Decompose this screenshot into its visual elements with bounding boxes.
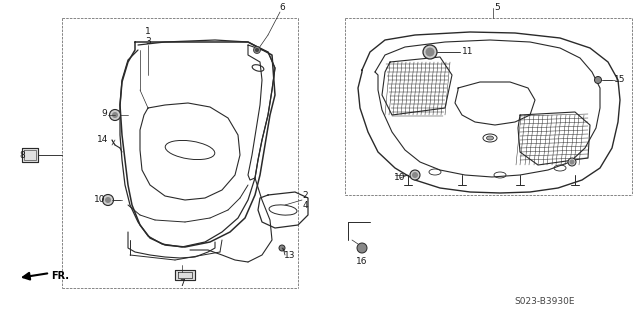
Text: 10: 10 bbox=[394, 174, 406, 182]
Circle shape bbox=[112, 112, 118, 118]
Polygon shape bbox=[22, 148, 38, 162]
Text: 16: 16 bbox=[356, 257, 368, 266]
Circle shape bbox=[595, 77, 602, 84]
Text: 9: 9 bbox=[101, 108, 107, 117]
Text: 8: 8 bbox=[19, 151, 25, 160]
Text: 3: 3 bbox=[145, 38, 151, 47]
Text: 14: 14 bbox=[97, 136, 109, 145]
Text: 15: 15 bbox=[614, 76, 626, 85]
Circle shape bbox=[109, 109, 120, 121]
Circle shape bbox=[412, 172, 418, 178]
Text: 10: 10 bbox=[94, 196, 106, 204]
Circle shape bbox=[253, 47, 260, 54]
Circle shape bbox=[102, 195, 113, 205]
Circle shape bbox=[410, 170, 420, 180]
Circle shape bbox=[568, 158, 576, 166]
Circle shape bbox=[570, 160, 575, 165]
Circle shape bbox=[105, 197, 111, 203]
Circle shape bbox=[279, 245, 285, 251]
Text: 7: 7 bbox=[179, 278, 185, 287]
Text: 6: 6 bbox=[279, 4, 285, 12]
Text: 5: 5 bbox=[494, 4, 500, 12]
Circle shape bbox=[426, 48, 435, 56]
Circle shape bbox=[357, 243, 367, 253]
Text: 4: 4 bbox=[302, 202, 308, 211]
Ellipse shape bbox=[486, 136, 493, 140]
Text: FR.: FR. bbox=[51, 271, 69, 281]
Text: S023-B3930E: S023-B3930E bbox=[515, 298, 575, 307]
Text: 11: 11 bbox=[462, 48, 474, 56]
Polygon shape bbox=[175, 270, 195, 280]
Circle shape bbox=[423, 45, 437, 59]
Circle shape bbox=[255, 48, 259, 52]
Text: 1: 1 bbox=[145, 27, 151, 36]
Text: 13: 13 bbox=[284, 250, 296, 259]
Text: 2: 2 bbox=[302, 190, 308, 199]
